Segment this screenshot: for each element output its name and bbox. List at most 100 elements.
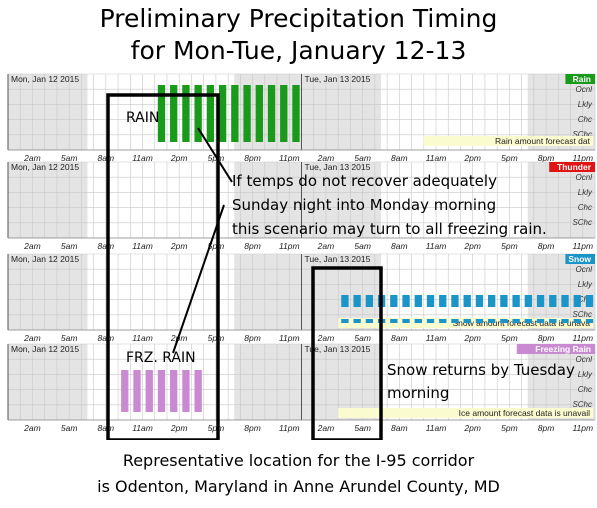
panel-2-night-shade-0 [8,254,88,330]
panel-3-night-shade-1 [234,344,381,420]
panel-2-tick-label-14: 8pm [538,333,555,343]
snow-window-box [311,266,383,440]
panel-2-category-label-3: SChc [572,310,592,319]
panel-3-tick-label-3: 11am [132,423,153,433]
panel-2-day-label-0: Mon, Jan 12 2015 [11,254,79,264]
panel-3-night-shade-2 [527,344,595,420]
panel-0-tick-label-7: 11pm [279,153,300,163]
panel-1-tick-label-12: 2pm [463,241,481,251]
panel-0-bar-14 [182,85,190,142]
footer-line-1: Representative location for the I-95 cor… [122,451,475,470]
panel-3-tick-label-8: 2am [317,423,335,433]
panel-1-tick-label-0: 2am [23,241,41,251]
panel-0-tick-label-14: 8pm [538,153,555,163]
panel-2-bar-47 [585,295,594,307]
panel-2-category-label-0: Ocnl [576,265,593,274]
panel-3-tick-label-14: 8pm [538,423,555,433]
panel-1-tick-label-14: 8pm [538,241,555,251]
panel-1-tick-label-3: 11am [132,241,153,251]
panel-0-bar-15 [194,85,202,142]
panel-3-day-label-1: Tue, Jan 13 2015 [305,344,371,354]
panel-3-tick-label-6: 8pm [244,423,261,433]
panel-1-tick-label-11: 11am [426,241,447,251]
panel-3-day-label-0: Mon, Jan 12 2015 [11,344,79,354]
panel-3-bar-10 [133,370,141,412]
freezing-rain-annotation-label: FRZ. RAIN [126,350,196,366]
panel-0-category-label-1: Lkly [578,100,593,109]
panel-2-bar-33 [414,295,422,307]
panel-0-tick-label-0: 2am [23,153,41,163]
panel-1-night-shade-0 [8,162,88,238]
panel-2-bar-base-44 [549,319,557,323]
precipitation-timing-chart: Mon, Jan 12 2015 Tue, Jan 13 2015 Ocnl Lkly… [7,73,596,440]
panel-1-tick-label-15: 11pm [572,241,593,251]
panel-1-tick-label-9: 5am [354,241,371,251]
panel-2-bar-base-47 [585,319,594,323]
panel-0-tick-label-4: 2pm [170,153,188,163]
scenario-note-line-2: Sunday night into Monday morning [232,196,497,214]
panel-2-bar-base-29 [365,319,374,323]
panel-2-bar-34 [426,295,435,307]
panel-0-tick-label-12: 2pm [463,153,481,163]
panel-1-tick-label-10: 8am [391,241,408,251]
panel-2-tick-label-2: 8am [98,333,115,343]
panel-2-tick-label-7: 11pm [279,333,300,343]
panel-2-bar-base-40 [500,319,508,323]
panel-2-badge-text: Snow [568,254,591,264]
panel-3-category-label-0: Ocnl [576,355,593,364]
panel-2-bar-base-37 [463,319,471,323]
panel-0-note-text: Rain amount forecast dat [495,136,591,146]
panel-2-bar-43 [536,295,545,307]
panel-2-bar-45 [561,295,569,307]
panel-3-badge-text: Freezing Rain [535,344,591,354]
scenario-note-line-1: If temps do not recover adequately [232,172,497,190]
panel-1-badge-text: Thunder [557,162,592,172]
panel-2-bar-29 [365,295,374,307]
panel-2-bar-35 [439,295,447,307]
panel-2-note-text: Snow amount forecast data is unava [453,318,591,328]
snow-returns-note-line-2: morning [387,384,450,402]
scenario-note-line-3: this scenario may turn to all freezing r… [232,220,547,238]
panel-0-tick-label-8: 2am [317,153,335,163]
panel-1-tick-label-5: 5pm [208,241,225,251]
panel-2-bar-37 [463,295,471,307]
panel-3-category-label-2: Chc [578,385,592,394]
panel-3-bar-13 [170,370,178,412]
panel-3-tick-label-11: 11am [426,423,447,433]
panel-0-bar-21 [267,85,276,142]
freezing-rain-window-box [106,93,220,440]
panel-3-tick-label-2: 8am [98,423,115,433]
panel-2-bar-base-42 [524,319,533,323]
panel-2-tick-label-9: 5am [354,333,371,343]
panel-2-bar-base-27 [341,319,349,323]
panel-0-category-label-3: SChc [572,130,592,139]
panel-1-tick-label-13: 5pm [501,241,518,251]
panel-2-bar-base-43 [536,319,545,323]
panel-2-tick-label-13: 5pm [501,333,518,343]
panel-2-tick-label-15: 11pm [572,333,593,343]
panel-3-tick-label-15: 11pm [572,423,593,433]
panel-0-tick-label-1: 5am [61,153,78,163]
panel-0-bar-19 [243,85,251,142]
panel-0-tick-label-9: 5am [354,153,371,163]
panel-3-bar-11 [145,370,153,412]
panel-3-tick-label-4: 2pm [170,423,188,433]
panel-1-tick-label-7: 11pm [279,241,300,251]
panel-0-tick-label-2: 8am [98,153,115,163]
panel-2-bar-44 [549,295,557,307]
chart-title-line-2: for Mon-Tue, January 12-13 [130,36,467,65]
panel-2-bar-base-36 [451,319,459,323]
panel-2-bar-36 [451,295,459,307]
panel-0-bar-12 [157,85,166,142]
frz-rain-pointer-line [172,204,225,354]
panel-1-night-shade-2 [527,162,595,238]
panel-2-bar-base-32 [402,319,410,323]
panel-2-bar-38 [475,295,484,307]
panel-2-bar-base-46 [573,319,581,323]
panel-2-bar-base-28 [353,319,361,323]
panel-2-bar-base-38 [475,319,484,323]
panel-2-tick-label-6: 8pm [244,333,261,343]
panel-2-bar-41 [512,295,520,307]
panel-3-bar-15 [194,370,202,412]
panel-2-category-label-1: Lkly [578,280,593,289]
